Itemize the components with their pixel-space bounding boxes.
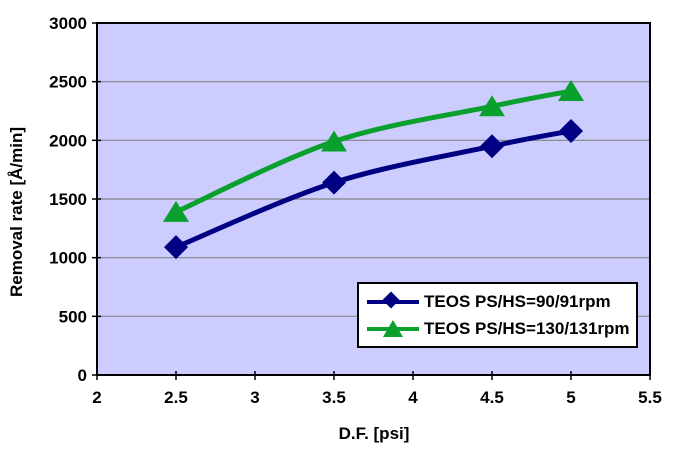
legend-label-series2: TEOS PS/HS=130/131rpm [424, 318, 630, 338]
triangle-marker-icon [558, 80, 584, 102]
legend-sample-series1 [365, 289, 421, 315]
series-line-2 [173, 88, 574, 215]
diamond-marker-icon [322, 170, 346, 195]
x-tick-label: 4 [408, 388, 418, 407]
x-tick-label: 2 [92, 388, 101, 407]
triangle-marker-icon [479, 95, 505, 117]
triangle-marker-icon [321, 130, 347, 152]
x-tick-label: 4.5 [480, 388, 504, 407]
series-line-1 [173, 128, 574, 250]
legend: TEOS PS/HS=90/91rpm TEOS PS/HS=130/131rp… [357, 282, 638, 348]
legend-item-series2: TEOS PS/HS=130/131rpm [365, 316, 630, 342]
triangle-marker-icon [383, 319, 403, 337]
x-tick-label: 3 [250, 388, 259, 407]
y-tick-label: 500 [59, 307, 87, 326]
y-tick-label: 1000 [49, 249, 87, 268]
diamond-marker-icon [164, 235, 188, 260]
triangle-marker-icon [163, 200, 189, 222]
y-tick-label: 2000 [49, 131, 87, 150]
legend-label-series1: TEOS PS/HS=90/91rpm [424, 291, 611, 311]
x-axis-title: D.F. [psi] [338, 424, 410, 443]
y-tick-label: 1500 [49, 190, 87, 209]
diamond-marker-icon [559, 118, 583, 143]
x-tick-label: 5 [566, 388, 575, 407]
y-tick-label: 3000 [49, 14, 87, 33]
y-tick-label: 2500 [49, 73, 87, 92]
y-tick-label: 0 [78, 366, 87, 385]
legend-item-series1: TEOS PS/HS=90/91rpm [365, 289, 630, 315]
diamond-marker-icon [480, 134, 504, 159]
x-tick-label: 2.5 [164, 388, 188, 407]
x-tick-label: 3.5 [322, 388, 346, 407]
diamond-marker-icon [382, 291, 400, 308]
y-axis-title: Removal rate [Å/min] [7, 126, 26, 298]
x-tick-label: 5.5 [638, 388, 662, 407]
legend-sample-series2 [365, 316, 421, 342]
